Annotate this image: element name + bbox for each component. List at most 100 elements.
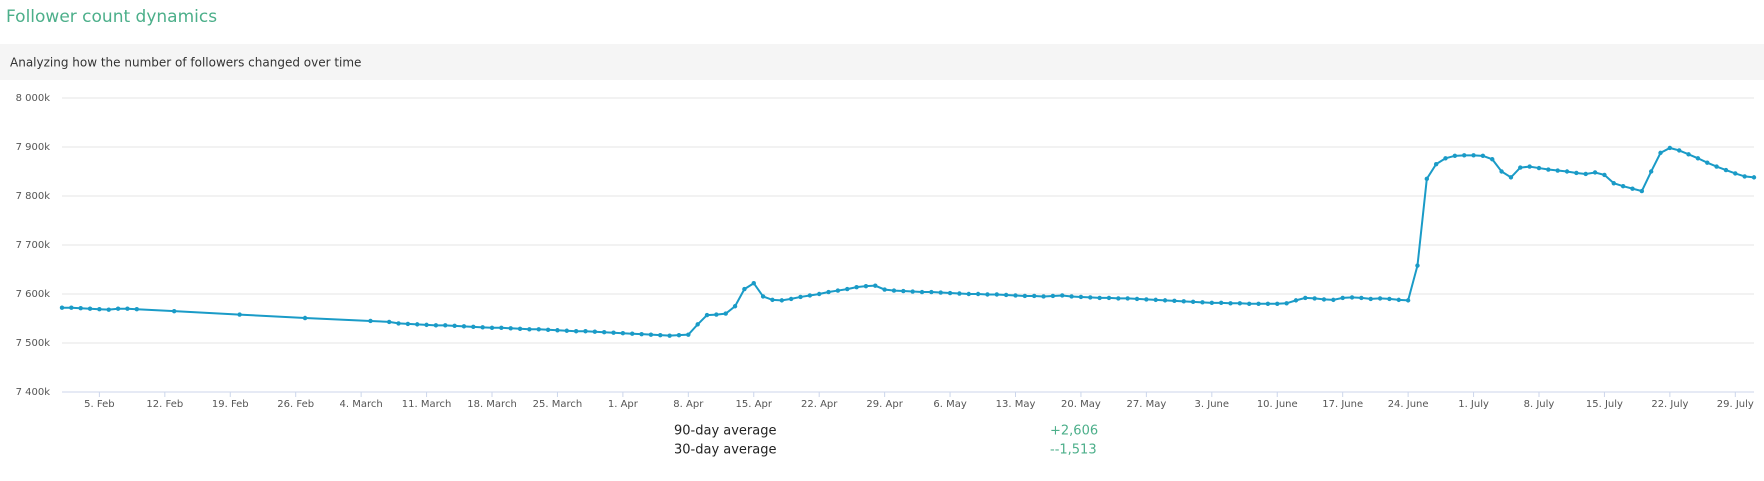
- data-point: [583, 329, 588, 334]
- data-point: [620, 331, 626, 336]
- data-point: [826, 289, 831, 295]
- data-point: [545, 327, 551, 332]
- data-point: [1462, 153, 1467, 158]
- data-point: [601, 330, 607, 335]
- data-point: [125, 306, 130, 311]
- x-tick-label: 15. July: [1586, 399, 1623, 410]
- data-point: [882, 287, 887, 292]
- summary-label: 30-day average: [674, 443, 777, 458]
- data-point: [1359, 295, 1364, 301]
- data-point: [611, 330, 616, 335]
- x-tick-label: 10. June: [1257, 399, 1298, 410]
- x-tick-label: 1. Apr: [608, 399, 639, 410]
- data-point: [1106, 295, 1112, 301]
- data-point: [1415, 263, 1420, 268]
- x-tick-label: 29. Apr: [866, 399, 903, 410]
- data-point: [536, 327, 541, 332]
- series-line: [62, 146, 1755, 337]
- data-point: [1452, 153, 1458, 159]
- data-point: [742, 286, 747, 292]
- subtitle-band: [0, 44, 1764, 80]
- data-point: [499, 325, 504, 331]
- data-point: [854, 284, 859, 290]
- data-point: [564, 328, 569, 333]
- data-point: [1284, 301, 1289, 306]
- data-point: [106, 307, 111, 312]
- data-point: [1050, 293, 1056, 299]
- data-point: [891, 288, 897, 293]
- data-point: [1583, 171, 1588, 177]
- data-point: [1041, 294, 1046, 299]
- data-point: [704, 312, 710, 318]
- data-point: [1247, 301, 1252, 306]
- data-point: [1648, 169, 1654, 174]
- data-point: [1630, 186, 1635, 191]
- data-point: [69, 305, 74, 310]
- data-point: [1349, 295, 1355, 300]
- x-tick-label: 20. May: [1061, 399, 1101, 410]
- data-point: [368, 318, 373, 324]
- data-point: [1536, 165, 1542, 171]
- data-point: [1424, 176, 1430, 182]
- data-point: [1321, 297, 1327, 302]
- data-point: [115, 306, 121, 311]
- data-point: [1190, 299, 1196, 305]
- summary-label: 90-day average: [674, 424, 777, 439]
- data-point: [1527, 164, 1532, 169]
- data-point: [1508, 175, 1514, 180]
- data-point: [1405, 298, 1411, 303]
- x-tick-label: 13. May: [996, 399, 1036, 410]
- data-point: [443, 323, 448, 328]
- data-point: [676, 332, 682, 338]
- data-point: [695, 322, 700, 327]
- x-tick-label: 29. July: [1717, 399, 1754, 410]
- data-point: [415, 322, 420, 327]
- x-tick-label: 8. July: [1524, 399, 1555, 410]
- x-tick-label: 12. Feb: [146, 399, 183, 410]
- data-point: [1060, 293, 1065, 298]
- data-point: [1546, 167, 1551, 172]
- data-point: [835, 288, 841, 293]
- data-point: [405, 321, 411, 327]
- data-point: [1564, 169, 1570, 174]
- data-point: [1490, 157, 1495, 162]
- data-point: [1714, 164, 1719, 169]
- data-point: [1069, 294, 1074, 299]
- data-point: [732, 304, 738, 309]
- data-point: [1592, 170, 1598, 175]
- data-point: [1340, 295, 1345, 301]
- x-tick-label: 26. Feb: [277, 399, 314, 410]
- data-point: [461, 324, 467, 329]
- data-point: [1368, 296, 1373, 302]
- data-point: [573, 329, 579, 334]
- x-tick-label: 25. March: [533, 399, 583, 410]
- data-point: [985, 292, 990, 297]
- data-point: [480, 325, 485, 330]
- data-point: [555, 328, 560, 333]
- data-point: [424, 322, 429, 328]
- data-point: [807, 293, 813, 298]
- x-tick-label: 19. Feb: [212, 399, 249, 410]
- data-point: [1705, 160, 1710, 165]
- data-point: [966, 291, 971, 297]
- data-point: [658, 332, 663, 338]
- data-point: [592, 329, 598, 334]
- data-point: [929, 289, 934, 295]
- data-point: [1256, 301, 1261, 306]
- data-point: [1031, 293, 1037, 299]
- data-point: [527, 327, 532, 332]
- data-point: [59, 305, 65, 310]
- data-point: [686, 332, 691, 337]
- data-point: [386, 319, 392, 325]
- data-point: [723, 311, 728, 316]
- data-point: [1555, 168, 1560, 173]
- data-point: [630, 331, 635, 336]
- data-point: [1574, 170, 1579, 176]
- y-tick-label: 7 700k: [16, 240, 51, 251]
- data-point: [97, 306, 102, 312]
- data-point: [1602, 172, 1607, 178]
- data-point: [873, 283, 878, 288]
- data-point: [751, 281, 756, 286]
